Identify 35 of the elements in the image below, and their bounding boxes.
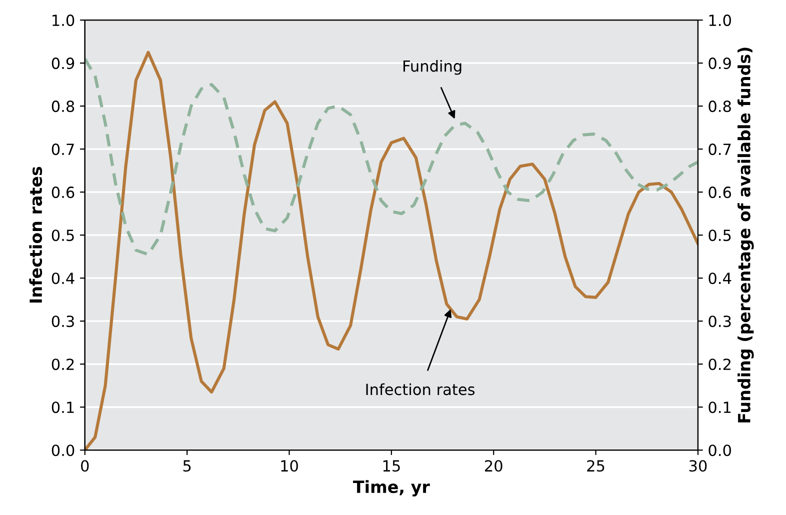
y2-tick-label: 0.3 bbox=[708, 316, 731, 328]
y-tick-label: 1.0 bbox=[52, 14, 74, 26]
y2-tick-label: 1.0 bbox=[709, 14, 731, 26]
x-tick-label: 20 bbox=[485, 460, 502, 472]
y-tick-label: 0.2 bbox=[52, 358, 74, 370]
y2-tick-label: 0.5 bbox=[708, 230, 731, 242]
y2-tick-label: 0.0 bbox=[708, 444, 731, 456]
y2-tick-label: 0.2 bbox=[708, 358, 730, 370]
x-tick-label: 10 bbox=[281, 460, 298, 472]
x-tick-label: 15 bbox=[383, 460, 400, 472]
y-tick-label: 0.3 bbox=[52, 316, 74, 328]
y2-tick-label: 0.4 bbox=[708, 272, 732, 284]
x-tick-label: 30 bbox=[689, 460, 707, 472]
y2-tick-label: 0.6 bbox=[708, 186, 732, 198]
y-tick-label: 0.6 bbox=[52, 186, 74, 198]
x-tick-label: 5 bbox=[183, 460, 191, 472]
y-tick-label: 0.9 bbox=[52, 58, 74, 70]
y-axis-title: Infection rates bbox=[29, 166, 42, 303]
y-tick-label: 0.5 bbox=[52, 230, 74, 242]
x-axis-title: Time, yr bbox=[353, 480, 430, 496]
x-tick-label: 25 bbox=[587, 460, 604, 472]
annotation: Infection rates bbox=[366, 383, 475, 396]
y-tick-label: 0.1 bbox=[52, 402, 74, 414]
y-tick-label: 0.7 bbox=[52, 144, 74, 156]
y2-axis-title: Funding (percentage of available funds) bbox=[738, 48, 754, 422]
y-tick-label: 0.0 bbox=[52, 444, 74, 456]
y2-tick-label: 0.9 bbox=[708, 58, 731, 70]
y2-tick-label: 0.1 bbox=[708, 402, 731, 414]
y-tick-label: 0.8 bbox=[52, 100, 74, 112]
x-tick-label: 0 bbox=[81, 460, 89, 472]
annotation: Funding bbox=[403, 60, 462, 75]
y2-tick-label: 0.8 bbox=[708, 100, 731, 112]
line-series bbox=[84, 57, 698, 256]
y2-tick-label: 0.7 bbox=[708, 144, 731, 156]
y-tick-label: 0.4 bbox=[52, 272, 74, 284]
